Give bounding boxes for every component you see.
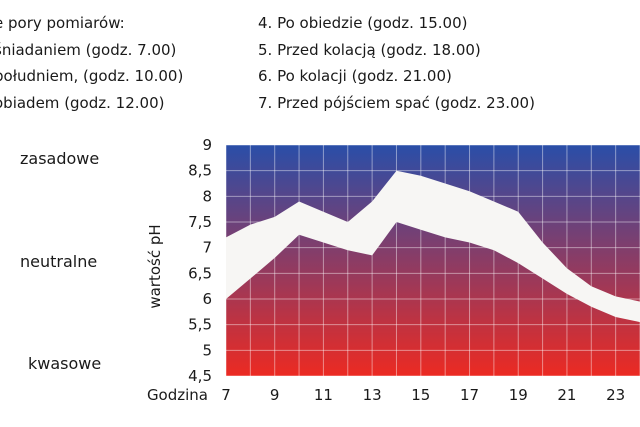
- y-tick-label: 6,5: [188, 264, 212, 282]
- legend-item-2: południem, (godz. 10.00): [0, 67, 184, 85]
- legend-item-5: 5. Przed kolacją (godz. 18.00): [258, 40, 481, 59]
- x-tick-label: 11: [314, 386, 333, 404]
- legend-item-4: 4. Po obiedzie (godz. 15.00): [258, 14, 468, 32]
- plot-background: [226, 145, 640, 376]
- x-tick-label: 19: [509, 386, 528, 404]
- y-tick-label: 8,5: [188, 162, 212, 180]
- y-tick-label: 4,5: [188, 367, 212, 385]
- x-tick-label: 13: [363, 386, 382, 404]
- legend-item-6: 6. Po kolacji (godz. 21.00): [258, 67, 452, 85]
- x-axis-label: Godzina: [147, 386, 208, 404]
- scale-label-acidic: kwasowe: [28, 354, 102, 373]
- y-tick-label: 6: [202, 290, 212, 308]
- x-tick-label: 23: [606, 386, 625, 404]
- x-tick-label: 17: [460, 386, 479, 404]
- ph-range-band: [226, 170, 640, 323]
- y-axis-label: wartość pH: [146, 224, 164, 308]
- legend-item-3: obiadem (godz. 12.00): [0, 93, 165, 112]
- x-tick-label: 15: [411, 386, 430, 404]
- legend-left: e pory pomiarów: śniadaniem (godz. 7.00)…: [0, 10, 183, 116]
- scale-label-neutral: neutralne: [20, 252, 98, 271]
- y-tick-label: 8: [202, 187, 212, 205]
- x-tick-label: 21: [557, 386, 576, 404]
- scale-label-basic: zasadowe: [20, 149, 100, 168]
- x-tick-labels: 7 9 11 13 15 17 19 21 23: [221, 386, 625, 404]
- y-tick-label: 9: [202, 136, 212, 154]
- x-tick-label: 9: [270, 386, 280, 404]
- x-tick-label: 7: [221, 386, 231, 404]
- legend-item-1: śniadaniem (godz. 7.00): [0, 40, 177, 59]
- y-tick-label: 7: [202, 239, 212, 257]
- y-tick-label: 5: [202, 341, 212, 359]
- legend-item-7: 7. Przed pójściem spać (godz. 23.00): [258, 93, 535, 112]
- y-tick-labels: 4,5 5 5,5 6 6,5 7 7,5 8 8,5 9: [188, 136, 212, 385]
- y-tick-label: 7,5: [188, 213, 212, 231]
- legend-right: 4. Po obiedzie (godz. 15.00) 5. Przed ko…: [258, 10, 535, 116]
- y-tick-label: 5,5: [188, 316, 212, 334]
- legend-heading: e pory pomiarów:: [0, 14, 125, 32]
